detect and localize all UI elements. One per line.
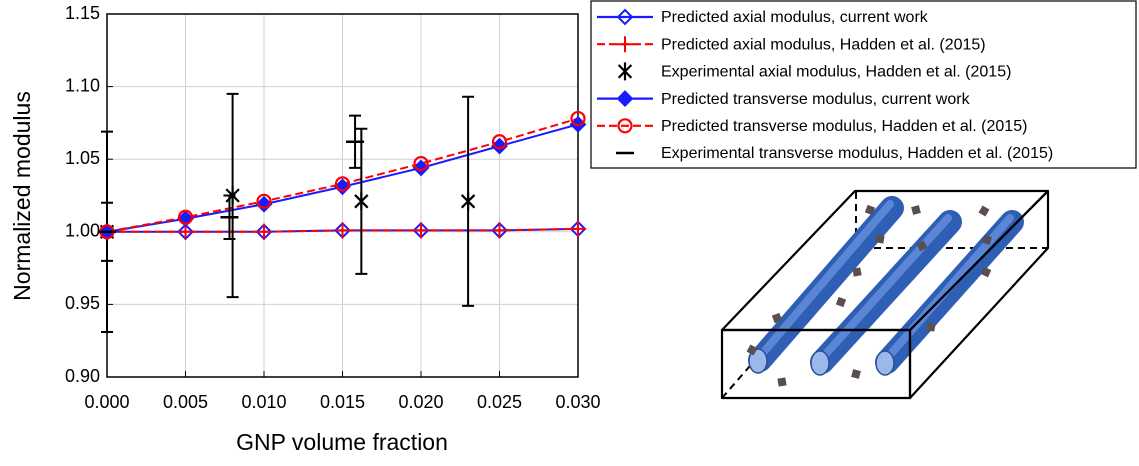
- y-axis-title: Normalized modulus: [9, 91, 35, 301]
- fiber-highlight: [820, 214, 952, 360]
- x-tick-label: 0.030: [555, 392, 600, 412]
- marker: [617, 36, 633, 53]
- marker: [491, 137, 508, 155]
- flake: [911, 205, 921, 215]
- flake: [864, 204, 876, 216]
- legend-label: Experimental transverse modulus, Hadden …: [661, 145, 1053, 162]
- fiber-end: [875, 350, 895, 376]
- legend-label: Predicted transverse modulus, Hadden et …: [661, 118, 1027, 135]
- marker: [617, 62, 633, 81]
- marker: [177, 209, 194, 225]
- marker: [412, 159, 430, 177]
- marker: [256, 193, 272, 209]
- fiber-highlight: [758, 200, 894, 358]
- fiber-end: [810, 350, 830, 376]
- block-side: [908, 189, 1050, 400]
- marker: [256, 223, 272, 240]
- legend: Predicted axial modulus, current work Pre…: [597, 8, 1053, 162]
- flake: [982, 235, 992, 245]
- y-tick-label: 0.95: [65, 293, 100, 313]
- x-tick-label: 0.005: [163, 392, 208, 412]
- marker: [616, 8, 634, 26]
- marker: [570, 220, 586, 237]
- legend-label: Experimental axial modulus, Hadden et al…: [661, 64, 1011, 81]
- block-front: [720, 328, 912, 400]
- x-tick-label: 0.020: [398, 392, 443, 412]
- marker: [413, 155, 429, 172]
- x-tick-label: 0.000: [84, 392, 129, 412]
- legend-label: Predicted axial modulus, current work: [661, 9, 929, 26]
- x-tick-label: 0.025: [477, 392, 522, 412]
- y-tick-label: 1.10: [65, 75, 100, 95]
- flake: [916, 240, 928, 252]
- markers: [98, 110, 587, 241]
- x-axis-title: GNP volume fraction: [236, 429, 448, 455]
- marker: [491, 134, 508, 150]
- marker: [354, 192, 369, 211]
- flake: [835, 296, 847, 308]
- marker: [334, 176, 351, 192]
- marker: [617, 118, 633, 134]
- flake: [926, 322, 936, 332]
- flake: [746, 344, 758, 356]
- y-tick-label: 1.05: [65, 148, 100, 168]
- flake: [777, 377, 787, 387]
- marker: [491, 222, 508, 239]
- grid: [106, 13, 579, 378]
- legend-label: Predicted axial modulus, Hadden et al. (…: [661, 36, 986, 53]
- marker: [570, 110, 586, 127]
- y-tick-label: 1.00: [65, 221, 100, 241]
- flake: [875, 234, 885, 244]
- flake: [978, 205, 990, 217]
- marker: [616, 90, 634, 108]
- flake: [980, 266, 992, 278]
- error-bars: [101, 92, 475, 333]
- axes: 0.90 0.95 1.00 1.05 1.10 1.15 0.000 0.005 0.010 0…: [65, 3, 601, 412]
- gnp-flakes: [746, 204, 992, 387]
- marker: [225, 186, 240, 205]
- flake: [771, 312, 783, 324]
- legend-box: [590, 0, 1137, 169]
- marker: [460, 192, 476, 211]
- legend-label: Predicted transverse modulus, current wo…: [661, 91, 971, 108]
- fibers: [748, 196, 1024, 374]
- illustration: [720, 189, 1050, 400]
- x-tick-label: 0.010: [241, 392, 286, 412]
- flake: [851, 369, 861, 379]
- marker: [413, 222, 429, 239]
- x-tick-label: 0.015: [320, 392, 365, 412]
- y-tick-label: 1.15: [65, 3, 100, 23]
- flake: [852, 267, 862, 277]
- marker: [334, 222, 351, 239]
- y-tick-label: 0.90: [65, 366, 100, 386]
